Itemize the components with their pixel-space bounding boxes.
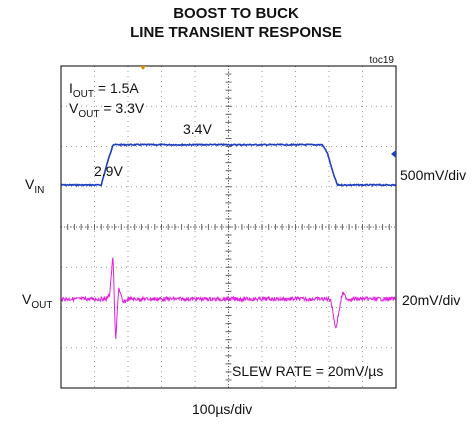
vout-trace: [60, 257, 397, 340]
vin-scale-label: 500mV/div: [400, 167, 467, 183]
trigger-marker: [140, 66, 146, 70]
chart-title-line1: BOOST TO BUCK: [173, 5, 299, 22]
vin-high-label: 3.4V: [183, 121, 212, 137]
time-scale-label: 100µs/div: [192, 401, 253, 417]
figure-id-label: toc19: [370, 55, 395, 66]
vout-channel-label: VOUT: [22, 291, 53, 311]
plot-frame: [60, 65, 397, 389]
vout-scale-label: 20mV/div: [402, 292, 461, 308]
slew-rate-label: SLEW RATE = 20mV/µs: [232, 363, 384, 379]
chart-title-line2: LINE TRANSIENT RESPONSE: [130, 24, 342, 41]
vin-reference-marker: [391, 150, 396, 158]
iout-condition: IOUT = 1.5A: [69, 80, 139, 100]
vin-channel-label: VIN: [25, 176, 45, 196]
vin-trace: [60, 143, 397, 188]
vout-condition: VOUT = 3.3V: [69, 100, 145, 120]
vin-low-label: 2.9V: [94, 163, 123, 179]
